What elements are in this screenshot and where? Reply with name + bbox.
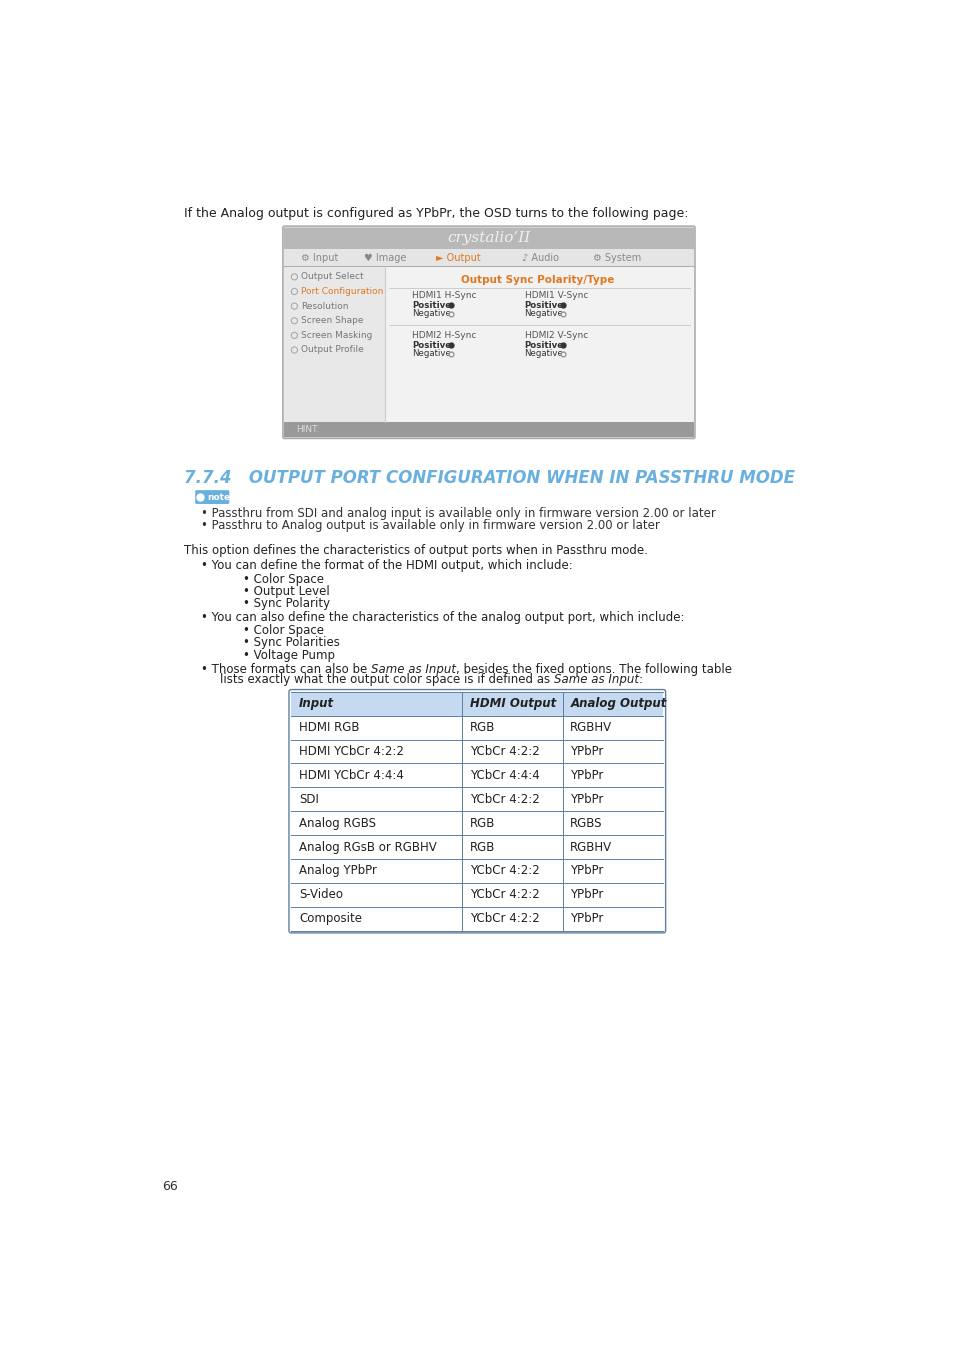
Text: , besides the fixed options. The following table: , besides the fixed options. The followi… bbox=[456, 662, 731, 676]
Text: • Voltage Pump: • Voltage Pump bbox=[243, 648, 335, 662]
Text: HDMI YCbCr 4:4:4: HDMI YCbCr 4:4:4 bbox=[298, 769, 403, 782]
Text: RGB: RGB bbox=[469, 816, 495, 830]
Text: • You can also define the characteristics of the analog output port, which inclu: • You can also define the characteristic… bbox=[200, 611, 683, 624]
Text: Input: Input bbox=[298, 697, 334, 711]
Text: Output Select: Output Select bbox=[301, 273, 364, 281]
Text: ► Output: ► Output bbox=[436, 253, 480, 262]
Text: • Sync Polarities: • Sync Polarities bbox=[243, 636, 340, 650]
Text: This option defines the characteristics of output ports when in Passthru mode.: This option defines the characteristics … bbox=[183, 544, 647, 557]
Text: Output Profile: Output Profile bbox=[301, 346, 364, 354]
Text: Negative: Negative bbox=[524, 309, 563, 319]
Text: YPbPr: YPbPr bbox=[570, 744, 603, 758]
Text: • Passthru from SDI and analog input is available only in firmware version 2.00 : • Passthru from SDI and analog input is … bbox=[200, 507, 715, 520]
Text: Same as Input: Same as Input bbox=[554, 673, 639, 686]
Text: SDI: SDI bbox=[298, 793, 318, 805]
Bar bbox=[284, 227, 693, 249]
Bar bbox=[284, 249, 693, 266]
Text: YCbCr 4:4:4: YCbCr 4:4:4 bbox=[469, 769, 538, 782]
Text: YCbCr 4:2:2: YCbCr 4:2:2 bbox=[469, 912, 538, 925]
Bar bbox=[284, 422, 693, 436]
Text: YPbPr: YPbPr bbox=[570, 912, 603, 925]
Text: HDMI YCbCr 4:2:2: HDMI YCbCr 4:2:2 bbox=[298, 744, 403, 758]
Text: :: : bbox=[639, 673, 642, 686]
Text: YCbCr 4:2:2: YCbCr 4:2:2 bbox=[469, 888, 538, 901]
Text: Screen Shape: Screen Shape bbox=[301, 316, 363, 326]
Text: Negative: Negative bbox=[412, 350, 451, 358]
Text: Port Configuration: Port Configuration bbox=[301, 286, 383, 296]
Text: YPbPr: YPbPr bbox=[570, 865, 603, 877]
Text: • You can define the format of the HDMI output, which include:: • You can define the format of the HDMI … bbox=[200, 559, 572, 573]
Text: Positive: Positive bbox=[412, 301, 451, 309]
FancyBboxPatch shape bbox=[195, 490, 229, 504]
Text: RGBHV: RGBHV bbox=[570, 721, 612, 734]
Text: Analog Output: Analog Output bbox=[570, 697, 666, 711]
Text: Same as Input: Same as Input bbox=[370, 662, 456, 676]
Text: • Color Space: • Color Space bbox=[243, 624, 324, 638]
Text: YCbCr 4:2:2: YCbCr 4:2:2 bbox=[469, 865, 538, 877]
Text: ♪ Audio: ♪ Audio bbox=[521, 253, 558, 262]
Text: HDMI1 V-Sync: HDMI1 V-Sync bbox=[524, 290, 587, 300]
Text: HDMI Output: HDMI Output bbox=[469, 697, 556, 711]
Text: YPbPr: YPbPr bbox=[570, 793, 603, 805]
Text: Positive: Positive bbox=[524, 301, 563, 309]
Text: ⚙ System: ⚙ System bbox=[593, 253, 641, 262]
Text: lists exactly what the output color space is if defined as: lists exactly what the output color spac… bbox=[220, 673, 554, 686]
Bar bbox=[291, 692, 662, 716]
Text: Same as Input: Same as Input bbox=[370, 662, 456, 676]
Text: Analog RGBS: Analog RGBS bbox=[298, 816, 375, 830]
Text: RGB: RGB bbox=[469, 721, 495, 734]
Text: Analog YPbPr: Analog YPbPr bbox=[298, 865, 376, 877]
Text: note: note bbox=[208, 493, 231, 501]
Text: YPbPr: YPbPr bbox=[570, 769, 603, 782]
Text: YCbCr 4:2:2: YCbCr 4:2:2 bbox=[469, 744, 538, 758]
Text: ♥ Image: ♥ Image bbox=[363, 253, 406, 262]
Text: 7.7.4   OUTPUT PORT CONFIGURATION WHEN IN PASSTHRU MODE: 7.7.4 OUTPUT PORT CONFIGURATION WHEN IN … bbox=[183, 469, 794, 486]
Text: Screen Masking: Screen Masking bbox=[301, 331, 373, 340]
Text: Positive: Positive bbox=[412, 340, 451, 350]
Text: 66: 66 bbox=[162, 1179, 177, 1193]
Text: • Passthru to Analog output is available only in firmware version 2.00 or later: • Passthru to Analog output is available… bbox=[200, 519, 659, 532]
Text: Same as Input: Same as Input bbox=[554, 673, 639, 686]
FancyBboxPatch shape bbox=[289, 689, 665, 934]
Text: Positive: Positive bbox=[524, 340, 563, 350]
Text: crystalio’II: crystalio’II bbox=[447, 231, 530, 246]
Text: ⚙ Input: ⚙ Input bbox=[300, 253, 337, 262]
Text: If the Analog output is configured as YPbPr, the OSD turns to the following page: If the Analog output is configured as YP… bbox=[183, 207, 687, 220]
Text: RGBS: RGBS bbox=[570, 816, 602, 830]
Text: HINT:: HINT: bbox=[295, 424, 319, 434]
Bar bbox=[284, 266, 385, 422]
Text: YPbPr: YPbPr bbox=[570, 888, 603, 901]
Text: Composite: Composite bbox=[298, 912, 362, 925]
Text: Output Sync Polarity/Type: Output Sync Polarity/Type bbox=[460, 276, 614, 285]
Text: Negative: Negative bbox=[412, 309, 451, 319]
Text: YCbCr 4:2:2: YCbCr 4:2:2 bbox=[469, 793, 538, 805]
Text: Negative: Negative bbox=[524, 350, 563, 358]
Text: Analog RGsB or RGBHV: Analog RGsB or RGBHV bbox=[298, 840, 436, 854]
Text: • Sync Polarity: • Sync Polarity bbox=[243, 597, 330, 611]
Bar bbox=[284, 266, 693, 422]
Text: • Those formats can also be: • Those formats can also be bbox=[200, 662, 370, 676]
FancyBboxPatch shape bbox=[282, 226, 695, 439]
Text: • Output Level: • Output Level bbox=[243, 585, 330, 598]
Text: RGB: RGB bbox=[469, 840, 495, 854]
Text: Resolution: Resolution bbox=[301, 301, 349, 311]
Text: HDMI RGB: HDMI RGB bbox=[298, 721, 359, 734]
Text: HDMI2 H-Sync: HDMI2 H-Sync bbox=[412, 331, 476, 340]
Text: • Color Space: • Color Space bbox=[243, 573, 324, 585]
Text: HDMI1 H-Sync: HDMI1 H-Sync bbox=[412, 290, 476, 300]
Text: RGBHV: RGBHV bbox=[570, 840, 612, 854]
Text: S-Video: S-Video bbox=[298, 888, 343, 901]
Text: HDMI2 V-Sync: HDMI2 V-Sync bbox=[524, 331, 587, 340]
